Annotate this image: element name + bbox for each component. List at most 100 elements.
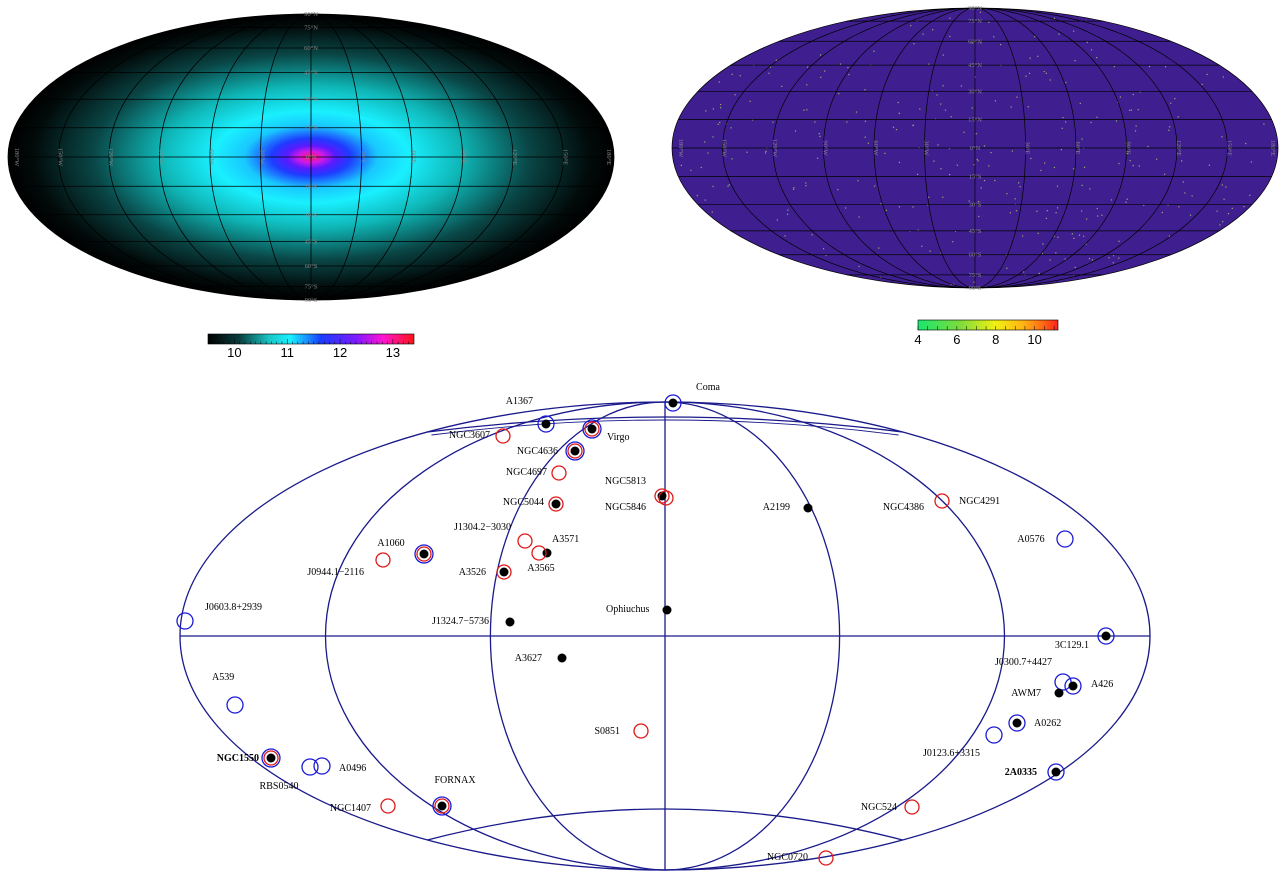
noise-speck: [948, 147, 951, 150]
noise-speck: [971, 107, 973, 109]
noise-speck: [1148, 65, 1151, 68]
cluster-marker-dot: [587, 424, 597, 434]
noise-speck: [719, 107, 722, 109]
colorbar-tick-label: 11: [280, 345, 294, 360]
noise-speck: [977, 160, 979, 162]
noise-speck: [734, 94, 736, 96]
noise-speck: [704, 199, 706, 201]
cluster-marker-blue-ring: [226, 696, 244, 714]
noise-speck: [731, 73, 733, 75]
noise-speck: [1134, 130, 1137, 132]
noise-speck: [1073, 30, 1075, 32]
noise-speck: [917, 229, 919, 231]
noise-speck: [746, 151, 748, 153]
noise-speck: [1206, 73, 1208, 76]
latitude-label: 75°S: [305, 284, 318, 291]
noise-speck: [1101, 214, 1103, 216]
cluster-label: FORNAX: [434, 775, 476, 786]
noise-speck: [1056, 185, 1059, 187]
noise-speck: [1118, 257, 1120, 259]
cluster-label: J0300.7+4427: [995, 657, 1052, 668]
longitude-label: 90°W: [822, 140, 829, 156]
noise-speck: [858, 265, 860, 268]
noise-speck: [807, 66, 809, 68]
longitude-label: 30°E: [360, 150, 367, 163]
noise-speck: [793, 187, 795, 189]
noise-speck: [1029, 57, 1031, 59]
noise-speck: [1231, 207, 1233, 209]
noise-speck: [949, 35, 951, 38]
cluster-marker-dot: [437, 801, 447, 811]
noise-speck: [1028, 72, 1031, 75]
noise-speck: [1064, 258, 1066, 260]
cluster-label: NGC4636: [517, 446, 558, 457]
noise-speck: [864, 136, 866, 138]
noise-speck: [1065, 121, 1067, 123]
cluster-marker-blue-ring: [313, 757, 331, 775]
noise-speck: [1184, 192, 1186, 194]
noise-speck: [751, 119, 754, 121]
cluster-label: Virgo: [607, 432, 630, 443]
noise-speck: [897, 101, 899, 104]
noise-speck: [1037, 232, 1039, 234]
noise-speck: [1045, 72, 1048, 74]
noise-speck: [1049, 79, 1051, 81]
colorbar-tick-label: 13: [386, 345, 400, 360]
noise-speck: [1222, 76, 1225, 78]
latitude-label: 60°S: [969, 252, 982, 259]
cluster-marker-blue-ring: [261, 748, 281, 768]
noise-speck: [1043, 70, 1045, 73]
cluster-label: A2199: [763, 502, 790, 513]
noise-speck: [712, 108, 714, 110]
noise-speck: [700, 166, 702, 169]
cluster-marker-blue-ring: [565, 441, 585, 461]
cluster-label: NGC0720: [767, 852, 808, 863]
longitude-label: 90°W: [158, 149, 165, 165]
cluster-sky-map: Coma A1367 Virgo NGC3607 NGC4636 NGC4697 NGC58…: [176, 382, 1151, 871]
noise-speck: [983, 145, 986, 147]
noise-speck: [1208, 164, 1210, 166]
cluster-marker-dot: [1054, 688, 1064, 698]
latitude-label: 75°N: [304, 24, 318, 31]
noise-speck: [1129, 159, 1131, 162]
map-outline: [7, 13, 615, 301]
latitude-label: 60°S: [305, 263, 318, 270]
noise-speck: [912, 124, 914, 127]
noise-speck: [928, 196, 930, 198]
noise-speck: [988, 21, 990, 23]
noise-speck: [913, 43, 915, 45]
noise-speck: [1161, 211, 1163, 214]
cluster-label: J0123.6+3315: [923, 748, 980, 759]
noise-speck: [1045, 217, 1047, 220]
left-intensity-map: 90°N 75°N 60°N 45°N 30°N 15°N 0°N 15°S 30°S 45°S 6…: [7, 11, 615, 304]
noise-speck: [884, 152, 886, 154]
noise-speck: [1046, 210, 1048, 212]
noise-speck: [1081, 210, 1083, 212]
noise-speck: [1130, 109, 1133, 111]
noise-speck: [1243, 205, 1245, 208]
noise-speck: [1169, 126, 1171, 128]
noise-speck: [803, 109, 805, 111]
cluster-marker-blue-ring: [176, 612, 194, 630]
noise-speck: [978, 215, 980, 218]
latitude-label: 75°S: [969, 272, 982, 279]
noise-speck: [819, 135, 821, 137]
noise-speck: [805, 182, 807, 184]
noise-speck: [730, 127, 732, 129]
colorbar-tick-label: 10: [227, 345, 241, 360]
noise-speck: [1229, 148, 1231, 150]
longitude-label: 150°E: [562, 149, 569, 165]
cluster-marker-blue-ring: [432, 796, 452, 816]
cluster-marker-dot: [505, 617, 515, 627]
cluster-marker-blue-ring: [1064, 677, 1082, 695]
noise-speck: [739, 75, 741, 77]
noise-speck: [1125, 201, 1127, 203]
noise-speck: [818, 133, 820, 135]
noise-speck: [942, 196, 944, 198]
noise-speck: [820, 76, 822, 78]
noise-speck: [764, 152, 767, 154]
noise-speck: [1174, 97, 1176, 100]
noise-speck: [680, 164, 682, 166]
noise-speck: [1088, 258, 1091, 260]
longitude-label: 30°E: [1024, 141, 1031, 154]
